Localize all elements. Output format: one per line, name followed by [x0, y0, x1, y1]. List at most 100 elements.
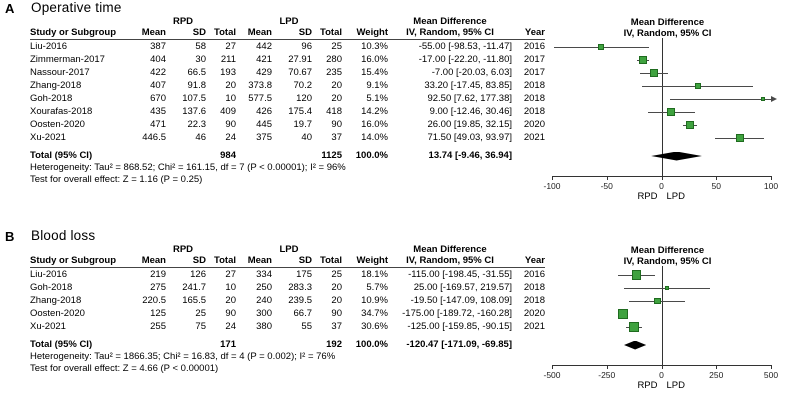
weight: 18.1%: [361, 269, 388, 280]
axis-tick-label: -50: [600, 181, 613, 191]
lpd-mean: 442: [256, 41, 272, 52]
forest-panel-operative-time: A Operative time Mean Difference IV, Ran…: [5, 0, 779, 202]
rpd-total: 211: [220, 54, 236, 65]
spacer: [272, 338, 312, 351]
study-row: Nassour-2017 422 66.5 193 429 70.67 235 15.4% -7…: [30, 66, 545, 79]
weight: 10.9%: [361, 295, 388, 306]
weight: 14.0%: [361, 132, 388, 143]
ci-line: [669, 98, 771, 100]
total-weight: 100.0%: [355, 339, 388, 350]
rpd-mean: 471: [150, 119, 166, 130]
study-row: Liu-2016 219 126 27 334 175 25 18.1% -115.00 [-1…: [30, 268, 545, 281]
lpd-mean: 375: [256, 132, 272, 143]
zero-line: [661, 266, 663, 365]
rpd-mean: 387: [150, 41, 166, 52]
axis-tick: [716, 176, 718, 180]
effect-square: [598, 43, 605, 51]
rpd-mean: 670: [150, 93, 166, 104]
md-ci: -175.00 [-189.72, -160.28]: [402, 308, 512, 319]
axis-tick-label: -250: [598, 370, 616, 380]
axis-tick: [661, 365, 663, 369]
axis-tick: [771, 365, 772, 369]
lpd-mean: 429: [256, 67, 272, 78]
lpd-mean: 250: [256, 282, 272, 293]
total-row: Total (95% CI) 984 1125 100.0% 13.74 [-9…: [30, 149, 545, 162]
axis-tick-label: 0: [659, 370, 664, 380]
lpd-sd: 40: [301, 132, 312, 143]
total-label: Total (95% CI): [30, 339, 93, 350]
rpd-total: 27: [225, 269, 236, 280]
study-name: Zhang-2018: [30, 80, 82, 91]
rpd-mean: 125: [150, 308, 166, 319]
group1-header: RPD: [172, 244, 194, 255]
group-header-row: RPD LPD Mean Difference: [30, 245, 545, 255]
rpd-total: 409: [220, 106, 236, 117]
year: 2016: [523, 269, 545, 280]
axis-tick: [606, 365, 608, 369]
md-ci: 33.20 [-17.45, 83.85]: [424, 80, 512, 91]
total-ci: 13.74 [-9.46, 36.94]: [428, 150, 512, 161]
year: 2018: [523, 295, 545, 306]
lpd-total: 20: [331, 80, 342, 91]
lpd-total: 20: [331, 282, 342, 293]
axis-tick: [552, 365, 553, 369]
axis-tick-label: 100: [763, 181, 779, 191]
study-name: Xu-2021: [30, 321, 66, 332]
total-label: Total (95% CI): [30, 150, 93, 161]
study-name: Xu-2021: [30, 132, 66, 143]
effect-square: [618, 309, 629, 319]
spacer: [512, 149, 545, 162]
weight: 9.1%: [366, 80, 388, 91]
rpd-sd: 126: [190, 269, 206, 280]
study-name: Xourafas-2018: [30, 106, 93, 117]
spacer: [166, 149, 206, 162]
study-row: Zhang-2018 220.5 165.5 20 240 239.5 20 10.9% -19…: [30, 294, 545, 307]
effect-header: Mean Difference: [413, 16, 487, 27]
total-row: Total (95% CI) 171 192 100.0% -120.47 [-…: [30, 338, 545, 351]
md-ci: -55.00 [-98.53, -11.47]: [418, 41, 512, 52]
study-row: Oosten-2020 125 25 90 300 66.7 90 34.7% -175.00 …: [30, 307, 545, 320]
rpd-total: 24: [225, 132, 236, 143]
lpd-mean: 380: [256, 321, 272, 332]
rpd-mean: 435: [150, 106, 166, 117]
effect-square: [631, 270, 641, 280]
table-header: RPD LPD Mean Difference Study or Subgrou…: [30, 17, 545, 40]
col-year: Year: [524, 27, 545, 38]
column-header-row: Study or Subgroup Mean SD Total Mean SD …: [30, 255, 545, 267]
year: 2018: [523, 80, 545, 91]
study-name: Oosten-2020: [30, 308, 85, 319]
col-lpd-total: Total: [320, 255, 342, 266]
lpd-total: 235: [326, 67, 342, 78]
lpd-sd: 96: [301, 41, 312, 52]
table-header: RPD LPD Mean Difference Study or Subgrou…: [30, 245, 545, 268]
col-model: IV, Random, 95% CI: [406, 255, 494, 266]
study-name: Goh-2018: [30, 93, 73, 104]
study-row: Xu-2021 255 75 24 380 55 37 30.6% -125.00 [-159.…: [30, 320, 545, 333]
axis-tick: [771, 176, 772, 180]
lpd-mean: 426: [256, 106, 272, 117]
rpd-sd: 25: [195, 308, 206, 319]
col-rpd-total: Total: [214, 255, 236, 266]
group1-header: RPD: [172, 16, 194, 27]
lpd-total: 280: [326, 54, 342, 65]
rpd-mean: 219: [150, 269, 166, 280]
effect-square: [638, 55, 648, 65]
plot-model-label: IV, Random, 95% CI: [623, 256, 712, 267]
group-header-row: RPD LPD Mean Difference: [30, 17, 545, 27]
rpd-total: 193: [220, 67, 236, 78]
lpd-total: 418: [326, 106, 342, 117]
axis-tick: [716, 365, 718, 369]
study-name: Oosten-2020: [30, 119, 85, 130]
plot-effect-label: Mean Difference: [630, 17, 705, 28]
effect-square: [735, 134, 744, 142]
md-ci: -115.00 [-198.45, -31.55]: [408, 269, 512, 280]
lpd-sd: 55: [301, 321, 312, 332]
col-lpd-mean: Mean: [247, 255, 272, 266]
lpd-total: 37: [331, 321, 342, 332]
spacer: [512, 17, 545, 27]
study-name: Liu-2016: [30, 41, 67, 52]
lpd-sd: 66.7: [293, 308, 313, 319]
rpd-total: 27: [225, 41, 236, 52]
heterogeneity-note: Heterogeneity: Tau² = 868.52; Chi² = 161…: [30, 162, 346, 173]
year: 2016: [523, 41, 545, 52]
